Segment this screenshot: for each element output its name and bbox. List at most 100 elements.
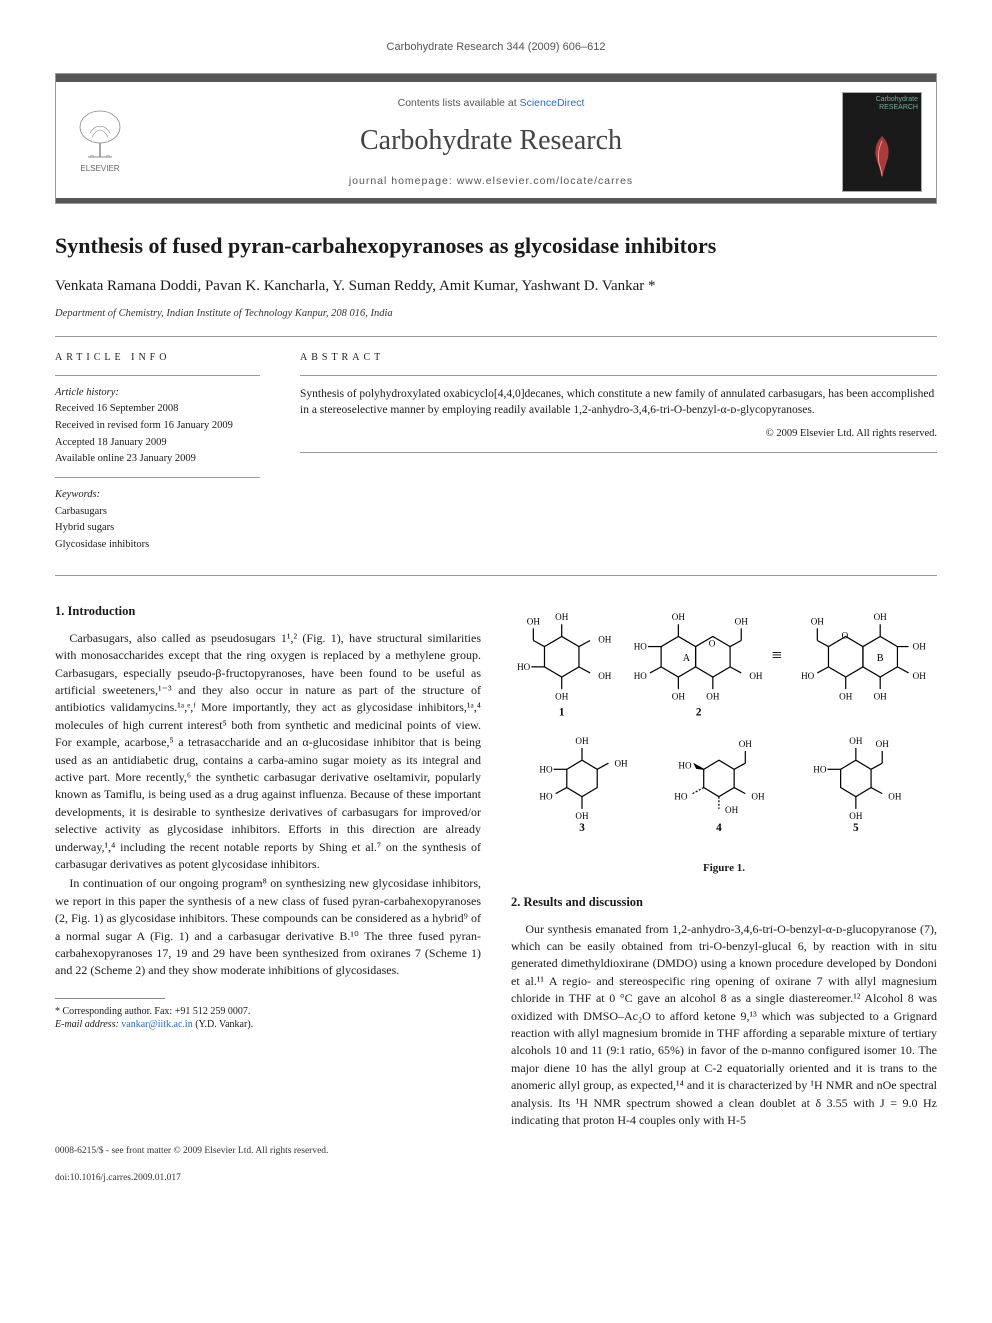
svg-text:B: B	[877, 653, 884, 664]
svg-text:OH: OH	[751, 791, 765, 801]
svg-text:OH: OH	[725, 805, 739, 815]
abstract-bottom-divider	[300, 452, 937, 453]
email-label: E-mail address:	[55, 1019, 119, 1030]
email-person: (Y.D. Vankar).	[195, 1019, 253, 1030]
footer-issn-line: 0008-6215/$ - see front matter © 2009 El…	[55, 1145, 937, 1157]
svg-text:OH: OH	[614, 758, 628, 768]
svg-text:HO: HO	[634, 671, 648, 681]
svg-text:OH: OH	[876, 739, 890, 749]
svg-text:HO: HO	[678, 760, 692, 770]
journal-header-box: ELSEVIER Contents lists available at Sci…	[55, 73, 937, 204]
svg-text:OH: OH	[811, 616, 825, 626]
history-item: Received in revised form 16 January 2009	[55, 419, 260, 434]
keywords-label: Keywords:	[55, 488, 260, 503]
contents-available-line: Contents lists available at ScienceDirec…	[140, 96, 842, 111]
abstract-copyright: © 2009 Elsevier Ltd. All rights reserved…	[300, 427, 937, 442]
svg-text:A: A	[683, 653, 691, 664]
sciencedirect-link[interactable]: ScienceDirect	[520, 97, 585, 109]
svg-text:OH: OH	[672, 691, 686, 701]
footnote-separator	[55, 998, 165, 999]
running-head: Carbohydrate Research 344 (2009) 606–612	[55, 40, 937, 55]
corresponding-author-footnote: * Corresponding author. Fax: +91 512 259…	[55, 1005, 481, 1018]
svg-text:OH: OH	[735, 616, 749, 626]
svg-text:OH: OH	[874, 691, 888, 701]
svg-text:OH: OH	[849, 811, 863, 821]
journal-name: Carbohydrate Research	[140, 121, 842, 160]
svg-text:OH: OH	[706, 691, 720, 701]
svg-text:HO: HO	[674, 791, 688, 801]
svg-text:OH: OH	[672, 612, 686, 622]
svg-text:OH: OH	[739, 739, 753, 749]
svg-text:HO: HO	[539, 764, 553, 774]
header-bottom-bar	[56, 198, 936, 203]
svg-text:1: 1	[559, 706, 565, 718]
history-label: Article history:	[55, 386, 260, 401]
svg-text:OH: OH	[888, 791, 902, 801]
body-paragraph: Carbasugars, also called as pseudosugars…	[55, 630, 481, 873]
svg-text:OH: OH	[849, 736, 863, 746]
svg-text:OH: OH	[555, 691, 569, 701]
divider-rule	[55, 575, 937, 576]
figure-1-caption: Figure 1.	[511, 861, 937, 877]
info-divider	[55, 477, 260, 478]
keyword-item: Carbasugars	[55, 505, 260, 520]
article-info-heading: ARTICLE INFO	[55, 351, 260, 365]
svg-text:5: 5	[853, 822, 859, 834]
corresponding-email-link[interactable]: vankar@iitk.ac.in	[121, 1019, 192, 1030]
svg-text:OH: OH	[575, 811, 589, 821]
svg-text:HO: HO	[539, 791, 553, 801]
body-paragraph: Our synthesis emanated from 1,2-anhydro-…	[511, 921, 937, 1130]
svg-text:≡: ≡	[772, 645, 782, 665]
svg-text:HO: HO	[813, 764, 827, 774]
svg-text:2: 2	[696, 706, 702, 718]
abstract-heading: ABSTRACT	[300, 351, 937, 365]
history-item: Available online 23 January 2009	[55, 452, 260, 467]
svg-text:OH: OH	[749, 671, 763, 681]
abstract-divider	[300, 375, 937, 376]
header-top-bar	[56, 74, 936, 82]
svg-text:OH: OH	[839, 691, 853, 701]
body-column-left: 1. Introduction Carbasugars, also called…	[55, 602, 481, 1132]
cover-label-2: RESEARCH	[879, 104, 918, 111]
author-list: Venkata Ramana Doddi, Pavan K. Kancharla…	[55, 276, 937, 297]
cover-art-icon	[857, 131, 907, 181]
svg-text:OH: OH	[555, 612, 569, 622]
svg-text:OH: OH	[598, 671, 612, 681]
email-footnote: E-mail address: vankar@iitk.ac.in (Y.D. …	[55, 1018, 481, 1031]
keyword-item: Glycosidase inhibitors	[55, 538, 260, 553]
elsevier-tree-logo: ELSEVIER	[70, 105, 140, 180]
svg-text:4: 4	[716, 822, 722, 834]
body-paragraph: In continuation of our ongoing program⁸ …	[55, 875, 481, 979]
cover-label-1: Carbohydrate	[876, 96, 918, 103]
contents-prefix: Contents lists available at	[398, 97, 520, 109]
svg-text:HO: HO	[517, 662, 531, 672]
history-item: Received 16 September 2008	[55, 402, 260, 417]
affiliation: Department of Chemistry, Indian Institut…	[55, 307, 937, 322]
svg-text:OH: OH	[575, 736, 589, 746]
svg-text:HO: HO	[801, 671, 815, 681]
journal-cover-thumbnail: Carbohydrate RESEARCH	[842, 92, 922, 192]
svg-text:OH: OH	[874, 612, 888, 622]
svg-text:HO: HO	[634, 641, 648, 651]
publisher-name: ELSEVIER	[80, 164, 119, 173]
section-heading-results: 2. Results and discussion	[511, 893, 937, 911]
svg-text:3: 3	[579, 822, 585, 834]
svg-text:OH: OH	[598, 634, 612, 644]
divider-rule	[55, 336, 937, 337]
abstract-block: ABSTRACT Synthesis of polyhydroxylated o…	[300, 351, 937, 555]
svg-text:OH: OH	[527, 616, 541, 626]
svg-text:O: O	[709, 638, 716, 648]
svg-text:OH: OH	[913, 641, 927, 651]
svg-text:O: O	[842, 630, 849, 640]
svg-text:OH: OH	[913, 671, 927, 681]
section-heading-intro: 1. Introduction	[55, 602, 481, 620]
abstract-text: Synthesis of polyhydroxylated oxabicyclo…	[300, 386, 937, 419]
journal-homepage: journal homepage: www.elsevier.com/locat…	[140, 174, 842, 189]
keyword-item: Hybrid sugars	[55, 521, 260, 536]
figure-1: OH OH OH OH HO OH 1 A O	[511, 606, 937, 877]
article-info-block: ARTICLE INFO Article history: Received 1…	[55, 351, 260, 555]
footer-doi-line: doi:10.1016/j.carres.2009.01.017	[55, 1172, 937, 1184]
info-divider	[55, 375, 260, 376]
history-item: Accepted 18 January 2009	[55, 436, 260, 451]
article-title: Synthesis of fused pyran-carbahexopyrano…	[55, 232, 937, 260]
